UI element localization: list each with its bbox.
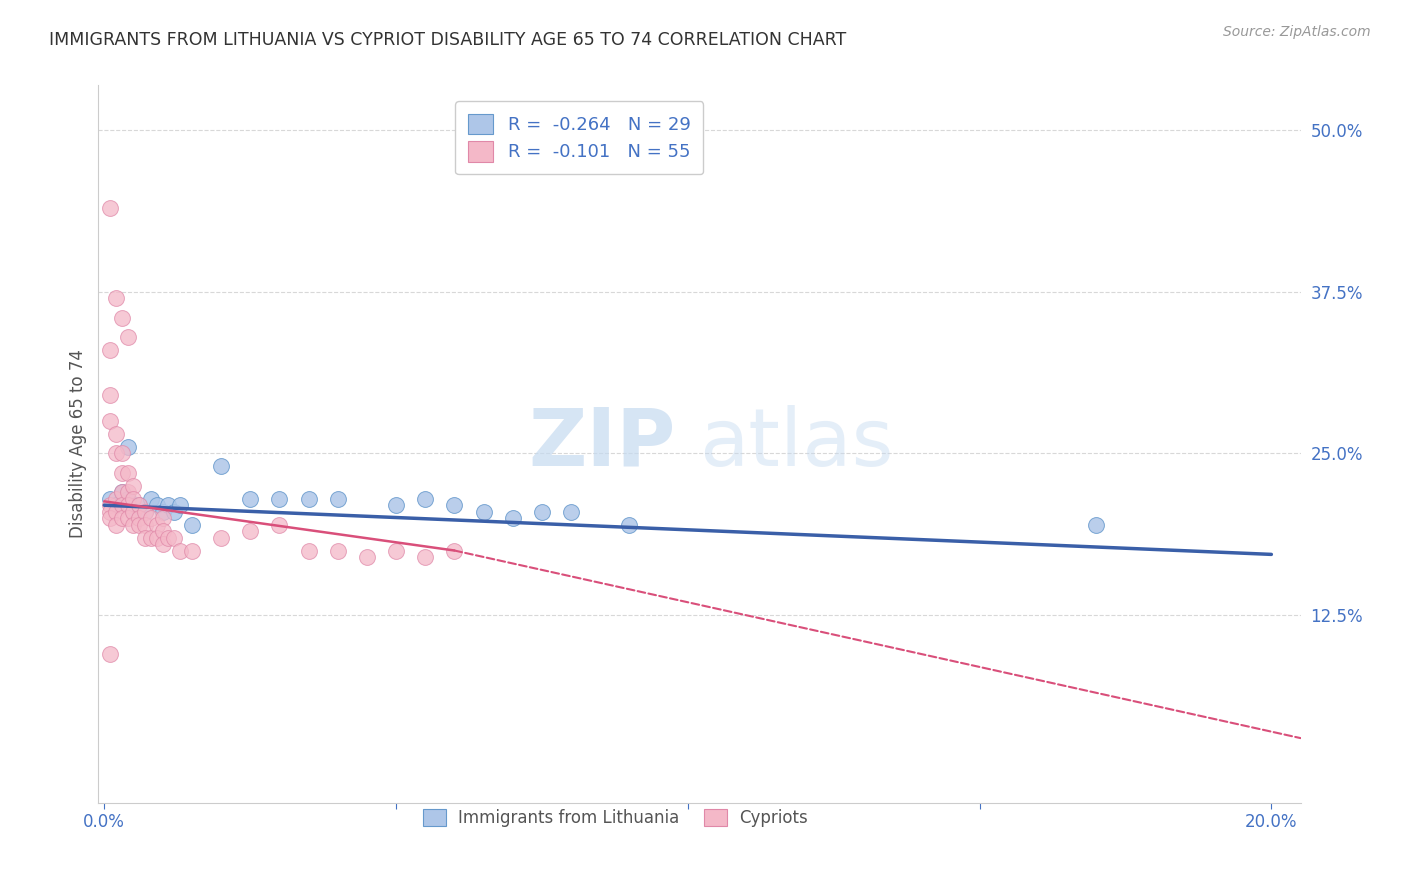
Point bbox=[152, 537, 174, 551]
Point bbox=[111, 310, 134, 325]
Point bbox=[98, 343, 121, 357]
Point bbox=[122, 505, 145, 519]
Point bbox=[356, 549, 378, 564]
Point bbox=[163, 505, 186, 519]
Point bbox=[117, 511, 139, 525]
Point bbox=[111, 485, 134, 500]
Point bbox=[157, 531, 180, 545]
Point bbox=[139, 491, 162, 506]
Point bbox=[98, 388, 121, 402]
Point bbox=[128, 517, 150, 532]
Point bbox=[111, 485, 134, 500]
Point bbox=[104, 517, 127, 532]
Point bbox=[128, 498, 150, 512]
Point bbox=[104, 427, 127, 442]
Point bbox=[139, 531, 162, 545]
Point bbox=[180, 543, 202, 558]
Point bbox=[98, 491, 121, 506]
Point bbox=[98, 505, 121, 519]
Point bbox=[297, 491, 319, 506]
Point bbox=[104, 291, 127, 305]
Point bbox=[326, 491, 349, 506]
Point bbox=[152, 524, 174, 538]
Point bbox=[180, 517, 202, 532]
Point bbox=[98, 511, 121, 525]
Point bbox=[104, 491, 127, 506]
Point bbox=[146, 517, 169, 532]
Point bbox=[413, 549, 436, 564]
Point bbox=[122, 505, 145, 519]
Text: Source: ZipAtlas.com: Source: ZipAtlas.com bbox=[1223, 25, 1371, 39]
Point bbox=[619, 517, 641, 532]
Point bbox=[98, 647, 121, 661]
Point bbox=[443, 543, 465, 558]
Point bbox=[152, 505, 174, 519]
Point bbox=[269, 517, 291, 532]
Point bbox=[104, 498, 127, 512]
Legend: Immigrants from Lithuania, Cypriots: Immigrants from Lithuania, Cypriots bbox=[416, 803, 814, 834]
Text: IMMIGRANTS FROM LITHUANIA VS CYPRIOT DISABILITY AGE 65 TO 74 CORRELATION CHART: IMMIGRANTS FROM LITHUANIA VS CYPRIOT DIS… bbox=[49, 31, 846, 49]
Point bbox=[117, 485, 139, 500]
Point bbox=[560, 505, 582, 519]
Point bbox=[163, 531, 186, 545]
Point bbox=[134, 505, 156, 519]
Point bbox=[104, 505, 127, 519]
Point bbox=[502, 511, 524, 525]
Point bbox=[152, 511, 174, 525]
Point bbox=[472, 505, 495, 519]
Point bbox=[117, 491, 139, 506]
Point bbox=[139, 511, 162, 525]
Point bbox=[443, 498, 465, 512]
Point bbox=[157, 498, 180, 512]
Text: ZIP: ZIP bbox=[529, 405, 675, 483]
Point bbox=[269, 491, 291, 506]
Point bbox=[98, 414, 121, 428]
Point bbox=[385, 543, 408, 558]
Point bbox=[122, 491, 145, 506]
Point bbox=[111, 466, 134, 480]
Point bbox=[297, 543, 319, 558]
Point bbox=[530, 505, 553, 519]
Point bbox=[122, 479, 145, 493]
Point bbox=[98, 201, 121, 215]
Point bbox=[146, 498, 169, 512]
Point bbox=[122, 517, 145, 532]
Point bbox=[209, 459, 232, 474]
Point bbox=[134, 505, 156, 519]
Point bbox=[128, 511, 150, 525]
Point bbox=[128, 498, 150, 512]
Point bbox=[117, 466, 139, 480]
Point bbox=[209, 531, 232, 545]
Point bbox=[111, 498, 134, 512]
Y-axis label: Disability Age 65 to 74: Disability Age 65 to 74 bbox=[69, 350, 87, 538]
Point bbox=[111, 446, 134, 460]
Point bbox=[98, 498, 121, 512]
Point bbox=[239, 524, 262, 538]
Point bbox=[146, 531, 169, 545]
Point bbox=[134, 531, 156, 545]
Point bbox=[111, 511, 134, 525]
Point bbox=[385, 498, 408, 512]
Text: atlas: atlas bbox=[699, 405, 894, 483]
Point bbox=[169, 543, 191, 558]
Point bbox=[239, 491, 262, 506]
Point bbox=[117, 440, 139, 454]
Point bbox=[117, 498, 139, 512]
Point bbox=[326, 543, 349, 558]
Point bbox=[104, 446, 127, 460]
Point bbox=[169, 498, 191, 512]
Point bbox=[117, 330, 139, 344]
Point bbox=[1085, 517, 1108, 532]
Point bbox=[413, 491, 436, 506]
Point bbox=[134, 517, 156, 532]
